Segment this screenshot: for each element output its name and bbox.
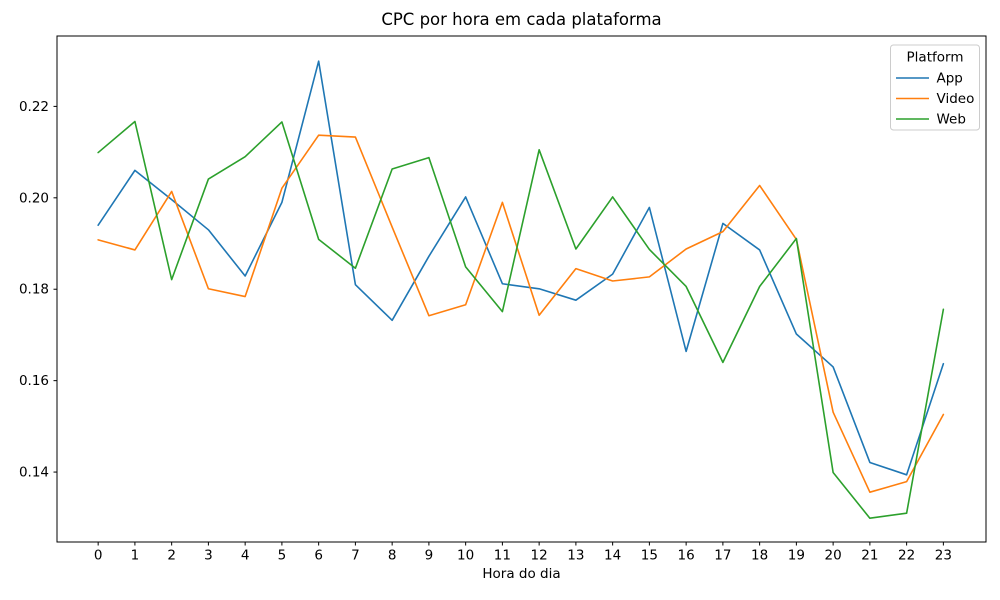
legend-label-video: Video [937,91,975,107]
x-tick-label: 15 [641,548,658,564]
legend-label-web: Web [937,112,966,128]
series-line-app [97,60,945,476]
x-tick-label: 21 [861,548,878,564]
x-tick-label: 8 [388,548,397,564]
x-tick-label: 7 [351,548,360,564]
legend-label-app: App [937,71,963,87]
x-tick-label: 1 [131,548,140,564]
x-axis-label: Hora do dia [482,566,560,582]
x-tick-label: 20 [825,548,842,564]
x-tick-label: 0 [94,548,103,564]
x-tick-label: 23 [935,548,952,564]
x-tick-label: 14 [604,548,621,564]
chart-title: CPC por hora em cada plataforma [381,10,661,29]
x-tick-label: 2 [167,548,176,564]
y-tick-label: 0.22 [19,99,49,115]
x-tick-label: 11 [494,548,511,564]
series-line-video [97,134,945,493]
y-tick-label: 0.16 [19,373,49,389]
legend-box [890,44,980,131]
x-tick-label: 3 [204,548,213,564]
series-line-web [97,120,945,520]
x-tick-label: 5 [278,548,287,564]
y-tick-label: 0.20 [19,190,49,206]
x-tick-label: 4 [241,548,250,564]
x-tick-label: 16 [678,548,695,564]
axes-spines [56,35,987,543]
legend-title: Platform [907,50,964,66]
x-tick-label: 22 [898,548,915,564]
x-tick-label: 13 [567,548,584,564]
y-tick-label: 0.14 [19,465,49,481]
x-tick-label: 9 [425,548,434,564]
x-tick-label: 18 [751,548,768,564]
x-tick-label: 17 [714,548,731,564]
y-tick-label: 0.18 [19,282,49,298]
x-tick-label: 10 [457,548,474,564]
x-tick-label: 6 [314,548,323,564]
x-tick-label: 12 [531,548,548,564]
x-tick-label: 19 [788,548,805,564]
